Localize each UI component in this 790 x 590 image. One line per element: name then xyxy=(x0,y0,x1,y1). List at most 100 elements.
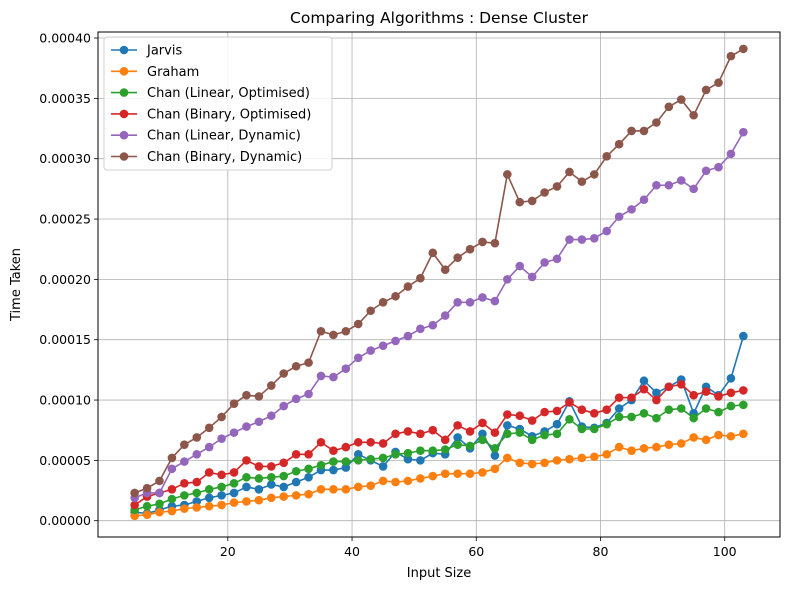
data-point xyxy=(490,296,500,306)
data-point xyxy=(714,407,723,417)
data-point xyxy=(639,384,649,394)
data-point xyxy=(204,493,214,503)
data-point xyxy=(503,429,512,439)
data-point xyxy=(304,358,313,367)
data-point xyxy=(229,498,239,507)
data-point xyxy=(664,102,674,112)
data-point xyxy=(242,472,251,482)
data-point xyxy=(726,388,736,398)
data-point xyxy=(180,479,189,488)
data-point xyxy=(416,446,425,456)
data-point xyxy=(701,387,711,396)
data-point xyxy=(130,488,139,498)
data-point xyxy=(453,469,462,478)
data-point xyxy=(726,51,736,61)
axis-ticks: 20 40 60 80 100 0.00000 0.00005 0.00010 0.00015 0… xyxy=(39,31,736,559)
data-point xyxy=(627,126,636,136)
data-point xyxy=(614,442,624,452)
data-point xyxy=(614,139,624,149)
data-point xyxy=(552,419,562,429)
data-point xyxy=(453,421,462,430)
data-point xyxy=(204,501,214,511)
data-point xyxy=(217,482,226,492)
data-point xyxy=(291,394,301,404)
data-point xyxy=(229,428,239,437)
data-point xyxy=(602,226,611,236)
data-point xyxy=(428,425,438,435)
data-point xyxy=(565,398,574,407)
data-point xyxy=(242,390,251,400)
data-point xyxy=(353,450,363,459)
data-point xyxy=(366,454,375,464)
data-point xyxy=(503,170,512,179)
data-point xyxy=(739,429,748,439)
data-point xyxy=(639,126,649,136)
data-point xyxy=(565,235,574,244)
data-point xyxy=(403,448,413,458)
legend-box xyxy=(103,36,333,171)
data-point xyxy=(192,488,202,498)
data-point xyxy=(279,492,289,501)
data-point xyxy=(490,428,500,437)
data-point xyxy=(739,127,748,137)
data-point xyxy=(155,488,164,498)
data-point xyxy=(652,413,661,423)
data-point xyxy=(652,442,661,452)
y-axis-title: Time Taken xyxy=(9,248,24,322)
data-point xyxy=(192,450,202,459)
data-point xyxy=(378,462,388,471)
y-tick-label: 0.00040 xyxy=(39,31,91,46)
data-point xyxy=(180,457,189,466)
data-point xyxy=(565,454,574,464)
legend-item: Chan (Binary, Dynamic) xyxy=(111,150,302,165)
data-point xyxy=(279,401,289,411)
data-point xyxy=(378,341,388,351)
legend-label: Chan (Binary, Optimised) xyxy=(147,107,311,122)
data-point xyxy=(304,389,313,399)
data-point xyxy=(503,453,512,463)
data-point xyxy=(453,253,462,262)
data-point xyxy=(552,429,562,439)
data-point xyxy=(329,330,338,340)
data-point xyxy=(291,450,301,459)
data-point xyxy=(329,446,338,456)
data-point xyxy=(316,371,326,381)
data-point xyxy=(267,480,276,489)
data-point xyxy=(217,434,226,443)
legend-marker xyxy=(119,67,129,76)
data-point xyxy=(515,411,525,421)
data-point xyxy=(242,497,251,506)
data-point xyxy=(676,404,686,413)
data-point xyxy=(267,493,276,503)
data-point xyxy=(490,238,500,248)
data-point xyxy=(391,291,400,301)
data-point xyxy=(341,364,351,373)
data-point xyxy=(180,440,189,449)
data-point xyxy=(204,485,214,494)
data-point xyxy=(478,435,487,445)
data-point xyxy=(465,244,475,254)
legend-label: Chan (Binary, Dynamic) xyxy=(147,150,302,165)
y-tick-label: 0.00010 xyxy=(39,393,91,408)
legend-marker xyxy=(119,152,129,161)
data-point xyxy=(689,413,698,423)
data-point xyxy=(366,306,375,316)
data-point xyxy=(639,376,649,386)
series-5 xyxy=(130,44,748,498)
data-point xyxy=(627,393,636,402)
data-point xyxy=(440,435,450,445)
data-point xyxy=(341,463,351,472)
data-point xyxy=(602,450,611,459)
data-point xyxy=(614,393,624,402)
data-point xyxy=(291,466,301,476)
data-point xyxy=(267,472,276,482)
data-point xyxy=(329,372,338,382)
data-point xyxy=(739,400,748,410)
data-point xyxy=(279,369,289,378)
data-point xyxy=(689,110,698,120)
data-point xyxy=(167,464,177,474)
data-point xyxy=(316,437,326,447)
data-point xyxy=(602,405,611,414)
